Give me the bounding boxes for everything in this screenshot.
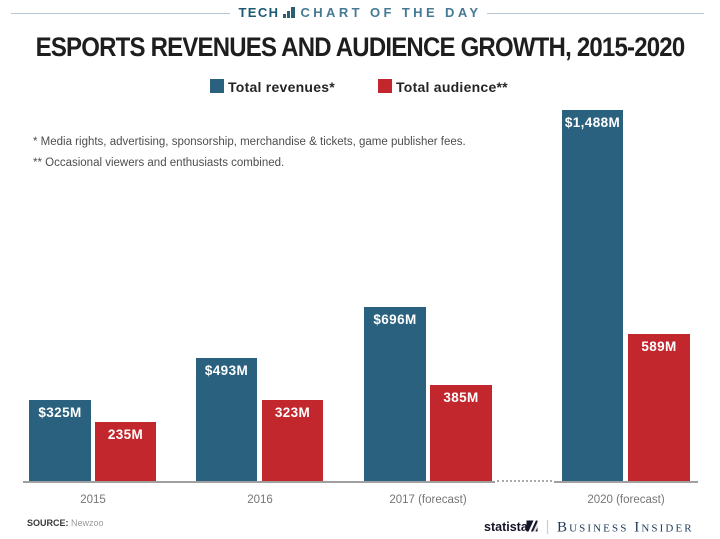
- svg-text:statista: statista: [484, 520, 529, 534]
- svg-text:Business Insider: Business Insider: [557, 520, 694, 536]
